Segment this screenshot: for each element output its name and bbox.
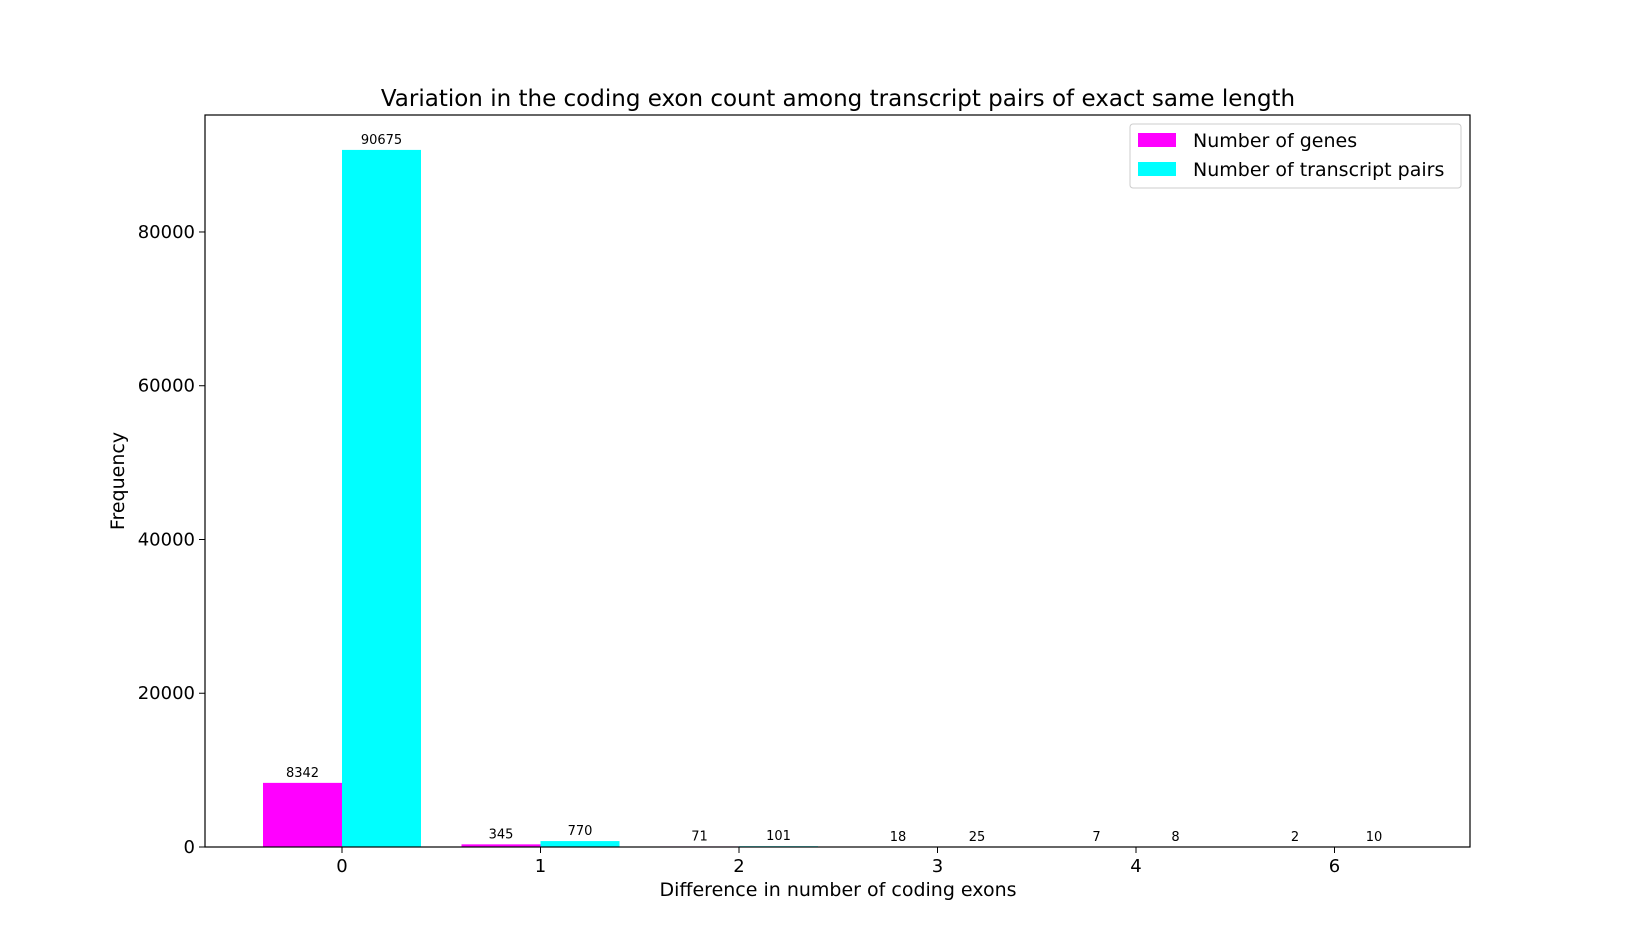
bar-value-label: 345 — [489, 827, 514, 842]
bar-labels-layer: 8342 345 71 18 7 2 90675 770 101 25 8 10 — [286, 133, 1382, 845]
chart-title: Variation in the coding exon count among… — [381, 86, 1295, 112]
x-axis: 0 1 2 3 4 6 — [336, 847, 1340, 877]
y-tick-label: 0 — [184, 837, 195, 858]
legend-swatch-transcript-pairs — [1138, 162, 1176, 176]
bar-value-label: 7 — [1092, 830, 1100, 845]
bar-value-label: 90675 — [361, 133, 402, 148]
x-tick-label: 2 — [733, 856, 744, 877]
legend-label-transcript-pairs: Number of transcript pairs — [1193, 159, 1444, 181]
bar-transcript-pairs-0 — [342, 149, 421, 848]
bar-value-label: 25 — [969, 830, 986, 845]
bars-layer — [263, 149, 1414, 848]
bar-value-label: 18 — [890, 830, 907, 845]
bar-value-label: 101 — [766, 829, 791, 844]
x-tick-label: 6 — [1329, 856, 1340, 877]
bar-genes-1 — [461, 844, 541, 847]
bar-value-label: 8342 — [286, 766, 319, 781]
bar-value-label: 770 — [568, 824, 593, 839]
legend-swatch-genes — [1138, 133, 1176, 147]
x-tick-label: 4 — [1130, 856, 1141, 877]
bar-value-label: 8 — [1171, 830, 1179, 845]
bar-value-label: 71 — [691, 829, 708, 844]
y-axis: 0 20000 40000 60000 80000 — [138, 222, 205, 858]
y-axis-label: Frequency — [107, 432, 129, 530]
bar-transcript-pairs-1 — [540, 841, 620, 847]
x-axis-label: Difference in number of coding exons — [659, 879, 1016, 901]
bar-value-label: 2 — [1291, 830, 1299, 845]
y-tick-label: 40000 — [138, 529, 195, 550]
x-tick-label: 0 — [336, 856, 347, 877]
plot-frame — [204, 114, 1471, 848]
bar-genes-0 — [263, 782, 342, 847]
x-tick-label: 3 — [932, 856, 943, 877]
y-tick-label: 60000 — [138, 376, 195, 397]
y-tick-label: 20000 — [138, 683, 195, 704]
x-tick-label: 1 — [535, 856, 546, 877]
bar-value-label: 10 — [1366, 830, 1383, 845]
legend: Number of genes Number of transcript pai… — [1129, 123, 1462, 189]
legend-label-genes: Number of genes — [1193, 130, 1357, 152]
y-tick-label: 80000 — [138, 222, 195, 243]
legend-box — [1129, 123, 1462, 189]
